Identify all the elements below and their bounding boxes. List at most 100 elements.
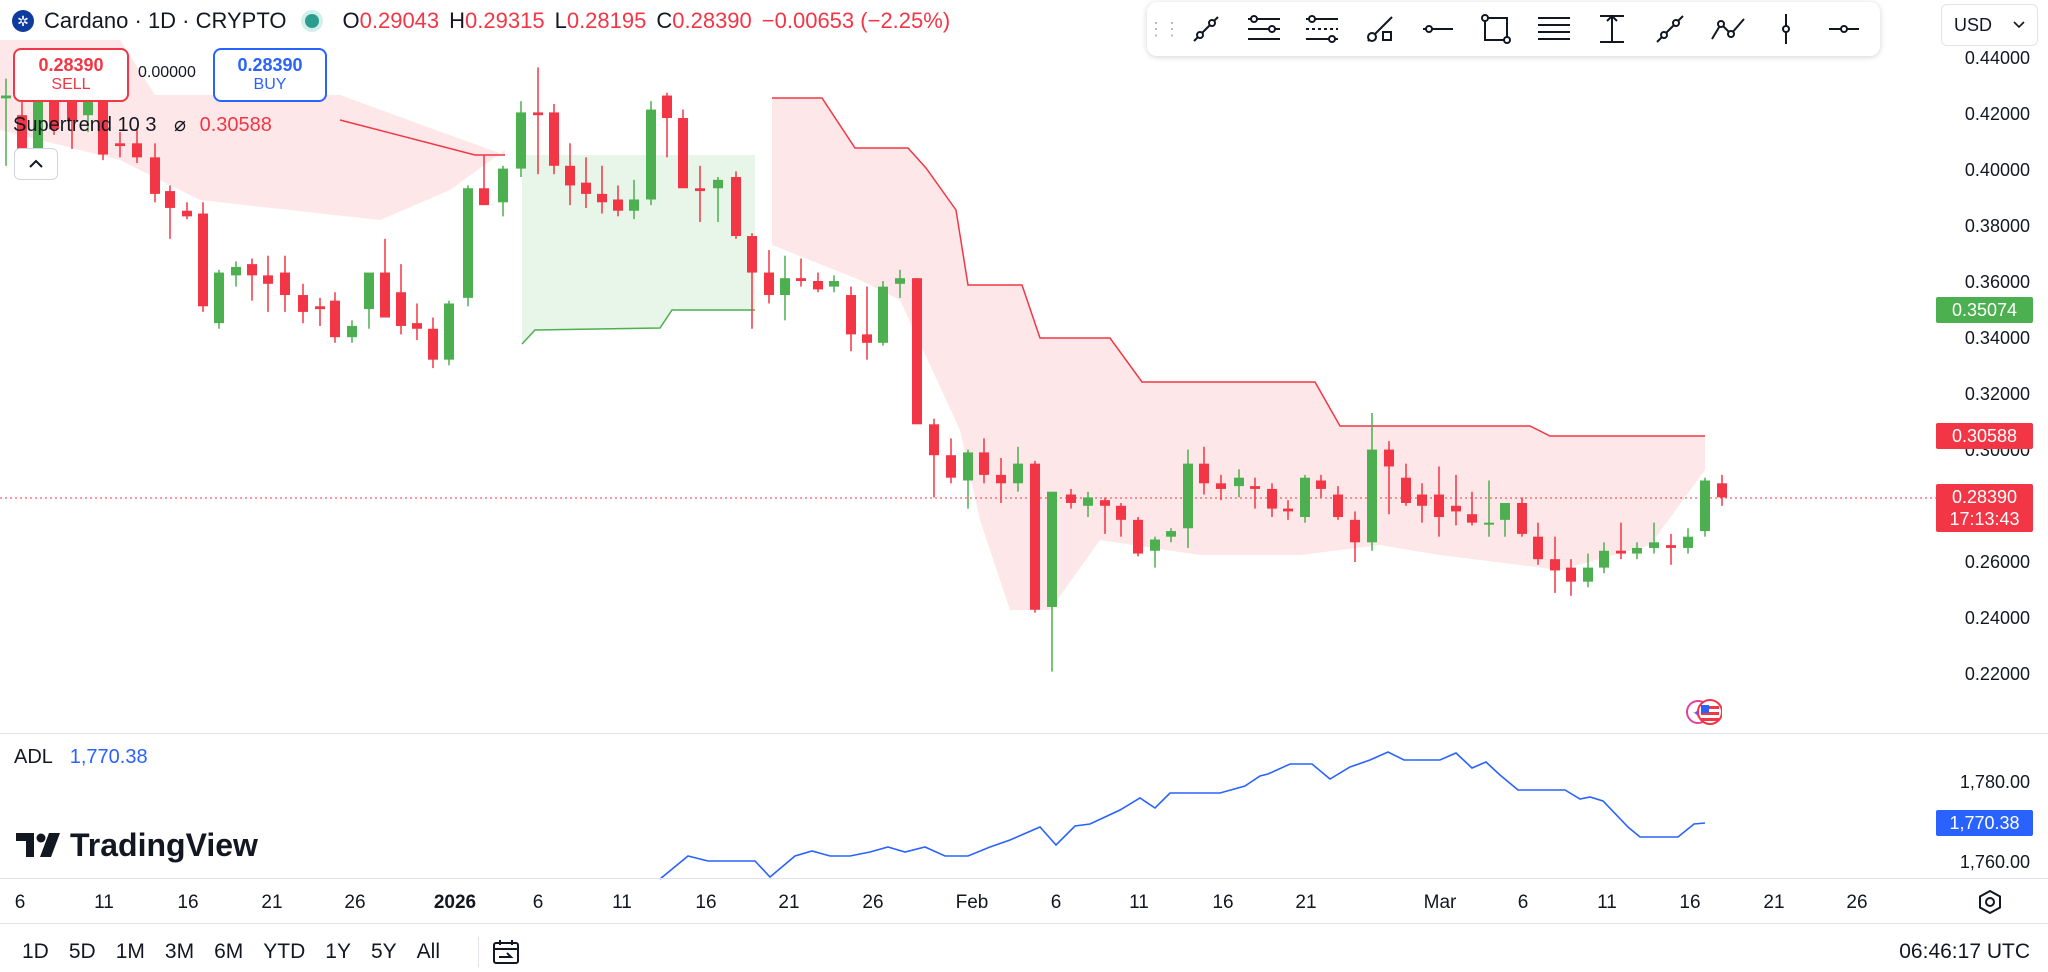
range-1m[interactable]: 1M bbox=[115, 940, 145, 963]
adl-last-label: 1,770.38 bbox=[1936, 810, 2033, 836]
candle-body bbox=[231, 266, 241, 276]
supertrend-bear-zone bbox=[772, 98, 1705, 610]
candle bbox=[150, 143, 160, 203]
candle bbox=[780, 255, 790, 321]
price-tick: 0.22000 bbox=[1964, 664, 2030, 684]
range-1d[interactable]: 1D bbox=[22, 940, 49, 963]
candle-body bbox=[1666, 545, 1676, 548]
last-price-value: 0.28390 bbox=[1951, 487, 2018, 507]
bottom-bar-separator bbox=[0, 923, 2048, 924]
time-tick-year: 2026 bbox=[433, 892, 477, 913]
collapse-legend-button[interactable] bbox=[14, 148, 58, 180]
candle-body bbox=[780, 278, 790, 296]
candle-body bbox=[428, 328, 438, 360]
supertrend-bull-zone bbox=[522, 155, 755, 344]
low-label: L bbox=[554, 8, 567, 33]
candle-body bbox=[1451, 505, 1461, 512]
candle-body bbox=[1484, 522, 1494, 525]
candle-body bbox=[1316, 480, 1326, 489]
horizontal-line-icon[interactable] bbox=[1409, 2, 1467, 56]
candle bbox=[829, 275, 839, 293]
candle-body bbox=[678, 118, 688, 189]
candle bbox=[1250, 477, 1260, 509]
candle-body bbox=[1683, 536, 1693, 548]
currency-value: USD bbox=[1954, 14, 1993, 35]
candle-body bbox=[1030, 463, 1040, 610]
range-ytd[interactable]: YTD bbox=[263, 940, 306, 963]
range-3m[interactable]: 3M bbox=[164, 940, 195, 963]
range-all[interactable]: All bbox=[416, 940, 440, 963]
candle bbox=[1083, 491, 1093, 518]
low-value: 0.28195 bbox=[566, 8, 647, 33]
time-tick: 26 bbox=[344, 892, 366, 913]
candle bbox=[1649, 522, 1659, 554]
parallel-channel-icon[interactable] bbox=[1525, 2, 1583, 56]
candle bbox=[747, 233, 757, 329]
last-price-label: 0.28390 17:13:43 bbox=[1936, 484, 2033, 532]
candle bbox=[298, 283, 308, 324]
candle-body bbox=[533, 112, 543, 116]
candle-body bbox=[846, 295, 856, 335]
candle-body bbox=[565, 165, 575, 186]
rectangle-icon[interactable] bbox=[1467, 2, 1525, 56]
pitchfork-icon[interactable] bbox=[1235, 2, 1293, 56]
tradingview-logo[interactable]: TradingView bbox=[16, 827, 258, 864]
drag-handle-icon[interactable]: ⋮⋮ bbox=[1147, 18, 1181, 39]
candle-body bbox=[1047, 491, 1057, 607]
extended-line-icon[interactable] bbox=[1641, 2, 1699, 56]
vertical-line-icon[interactable] bbox=[1757, 2, 1815, 56]
candle-body bbox=[247, 264, 257, 276]
candle bbox=[182, 202, 192, 220]
supertrend-legend[interactable]: Supertrend 10 3 ⌀ 0.30588 bbox=[13, 112, 272, 137]
ray-icon[interactable] bbox=[1351, 2, 1409, 56]
candle bbox=[1150, 536, 1160, 568]
range-6m[interactable]: 6M bbox=[214, 940, 244, 963]
time-tick: 16 bbox=[177, 892, 199, 913]
pane-separator[interactable] bbox=[0, 733, 2048, 734]
buy-button[interactable]: 0.28390 BUY bbox=[213, 48, 327, 102]
time-tick: 26 bbox=[862, 892, 884, 913]
candle bbox=[979, 438, 989, 484]
candle-body bbox=[829, 280, 839, 287]
candle-body bbox=[463, 188, 473, 298]
market-status-icon[interactable] bbox=[304, 14, 319, 28]
time-tick: 21 bbox=[261, 892, 283, 913]
fib-retracement-icon[interactable] bbox=[1293, 2, 1351, 56]
events-flag-icon[interactable]: ✦ bbox=[1686, 697, 1723, 727]
range-5y[interactable]: 5Y bbox=[370, 940, 397, 963]
go-to-date-button[interactable] bbox=[478, 937, 521, 967]
candle bbox=[280, 255, 290, 312]
time-tick: 11 bbox=[1129, 892, 1149, 913]
price-range-icon[interactable] bbox=[1583, 2, 1641, 56]
candle bbox=[1484, 480, 1494, 537]
candle bbox=[1599, 542, 1609, 574]
time-tick: Mar bbox=[1423, 892, 1457, 913]
candle-body bbox=[1250, 486, 1260, 489]
supertrend-line bbox=[339, 119, 505, 156]
trend-line-icon[interactable] bbox=[1177, 2, 1235, 56]
symbol-title[interactable]: Cardano · 1D · CRYPTO bbox=[44, 8, 287, 33]
currency-select[interactable]: USD bbox=[1941, 4, 2038, 46]
candle-body bbox=[182, 210, 192, 217]
sell-label: SELL bbox=[51, 76, 91, 93]
utc-clock[interactable]: 06:46:17 UTC bbox=[1899, 940, 2030, 963]
sell-button[interactable]: 0.28390 SELL bbox=[13, 48, 129, 102]
sell-price: 0.28390 bbox=[38, 55, 104, 75]
candle-body bbox=[49, 87, 59, 130]
range-5d[interactable]: 5D bbox=[68, 940, 96, 963]
open-value: 0.29043 bbox=[359, 8, 440, 33]
candle bbox=[713, 177, 723, 222]
bar-countdown: 17:13:43 bbox=[1949, 509, 2020, 529]
range-1y[interactable]: 1Y bbox=[325, 940, 351, 963]
candle-body bbox=[1550, 559, 1560, 571]
candle bbox=[878, 280, 888, 346]
adl-legend[interactable]: ADL 1,770.38 bbox=[14, 746, 148, 769]
chart-settings-icon[interactable] bbox=[1977, 889, 2003, 920]
path-icon[interactable] bbox=[1699, 2, 1757, 56]
candle bbox=[1216, 474, 1226, 501]
candle bbox=[132, 129, 142, 163]
horizontal-ray-icon[interactable] bbox=[1815, 2, 1873, 56]
change-value: −0.00653 (−2.25%) bbox=[761, 8, 951, 33]
candle-body bbox=[862, 334, 872, 343]
